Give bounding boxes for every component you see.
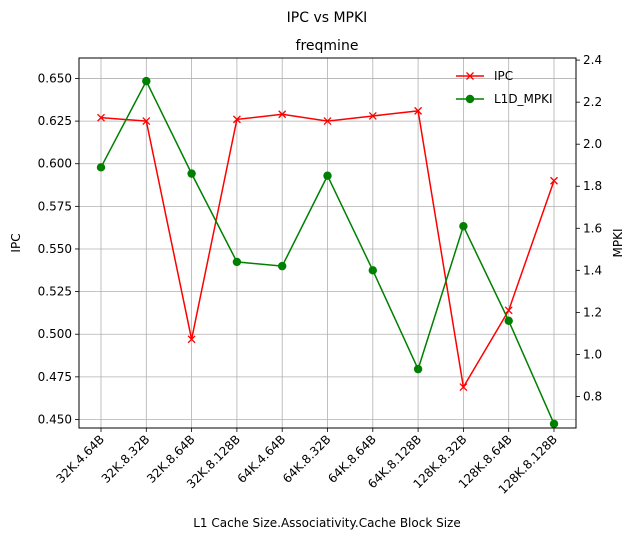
x-tick-label: 64K.4.64B (235, 432, 289, 486)
y-tick-label-left: 0.525 (38, 285, 72, 299)
y-tick-label-left: 0.575 (38, 199, 72, 213)
chart-suptitle: IPC vs MPKI (287, 10, 368, 26)
series-layer (96, 76, 559, 428)
l1d-mpki-point (504, 316, 513, 325)
y-axis-label-right: MPKI (611, 229, 625, 258)
y-tick-label-left: 0.550 (38, 242, 72, 256)
l1d-mpki-point (323, 171, 332, 180)
x-axis: 32K.4.64B32K.8.32B32K.8.64B32K.8.128B64K… (53, 428, 560, 497)
y-axis-right: 0.8 1.0 1.2 1.4 1.6 1.8 2.0 2.2 2.4 (576, 53, 602, 403)
y-tick-label-right: 0.8 (583, 389, 602, 403)
l1d-mpki-point (232, 257, 242, 267)
y-tick-label-left: 0.600 (38, 157, 72, 171)
y-tick-label-right: 1.6 (583, 221, 602, 235)
l1d-mpki-point (142, 76, 151, 86)
ipc-point (232, 115, 241, 124)
y-tick-label-left: 0.650 (38, 71, 72, 85)
ipc-point (459, 383, 468, 392)
x-tick-label: 64K.8.32B (280, 432, 334, 486)
y-tick-label-right: 2.0 (583, 137, 602, 151)
y-tick-label-right: 1.4 (583, 263, 602, 277)
y-tick-label-right: 2.4 (583, 53, 602, 67)
l1d-mpki-point (413, 364, 423, 374)
legend-l1d-mpki-marker (465, 94, 475, 104)
chart-title: freqmine (296, 38, 359, 54)
ipc-point (278, 110, 287, 119)
y-tick-label-left: 0.625 (38, 114, 72, 128)
legend: IPC L1D_MPKI (456, 69, 553, 106)
ipc-point (368, 112, 377, 120)
l1d-mpki-point (549, 419, 559, 428)
legend-ipc-label: IPC (494, 69, 513, 83)
y-axis-label-left: IPC (9, 233, 23, 252)
l1d-mpki-point (368, 266, 377, 275)
l1d-mpki-point (187, 169, 196, 178)
ipc-point (97, 113, 105, 122)
y-tick-label-left: 0.500 (38, 327, 72, 341)
y-tick-label-right: 1.0 (583, 347, 602, 361)
y-tick-label-right: 2.2 (583, 95, 602, 109)
ipc-point (142, 117, 151, 126)
y-tick-label-left: 0.450 (38, 412, 72, 426)
legend-l1d-mpki-label: L1D_MPKI (494, 92, 553, 106)
ipc-point (550, 176, 558, 185)
y-tick-label-right: 1.8 (583, 179, 602, 193)
x-axis-label: L1 Cache Size.Associativity.Cache Block … (193, 516, 460, 530)
legend-ipc-marker (466, 72, 474, 80)
ipc-point (323, 117, 332, 126)
y-axis-left: 0.450 0.475 0.500 0.525 0.550 0.575 0.600 0.625… (38, 71, 79, 426)
x-tick-label: 32K.8.32B (99, 432, 153, 486)
l1d-mpki-point (96, 163, 106, 172)
ipc-point (504, 306, 513, 315)
l1d-mpki-point (278, 261, 287, 271)
l1d-mpki-point (459, 221, 468, 231)
x-tick-label: 32K.4.64B (53, 432, 107, 486)
y-tick-label-right: 1.2 (583, 305, 602, 319)
y-tick-label-left: 0.475 (38, 370, 72, 384)
grid (79, 58, 576, 428)
ipc-point (414, 106, 423, 115)
ipc-point (187, 335, 196, 344)
